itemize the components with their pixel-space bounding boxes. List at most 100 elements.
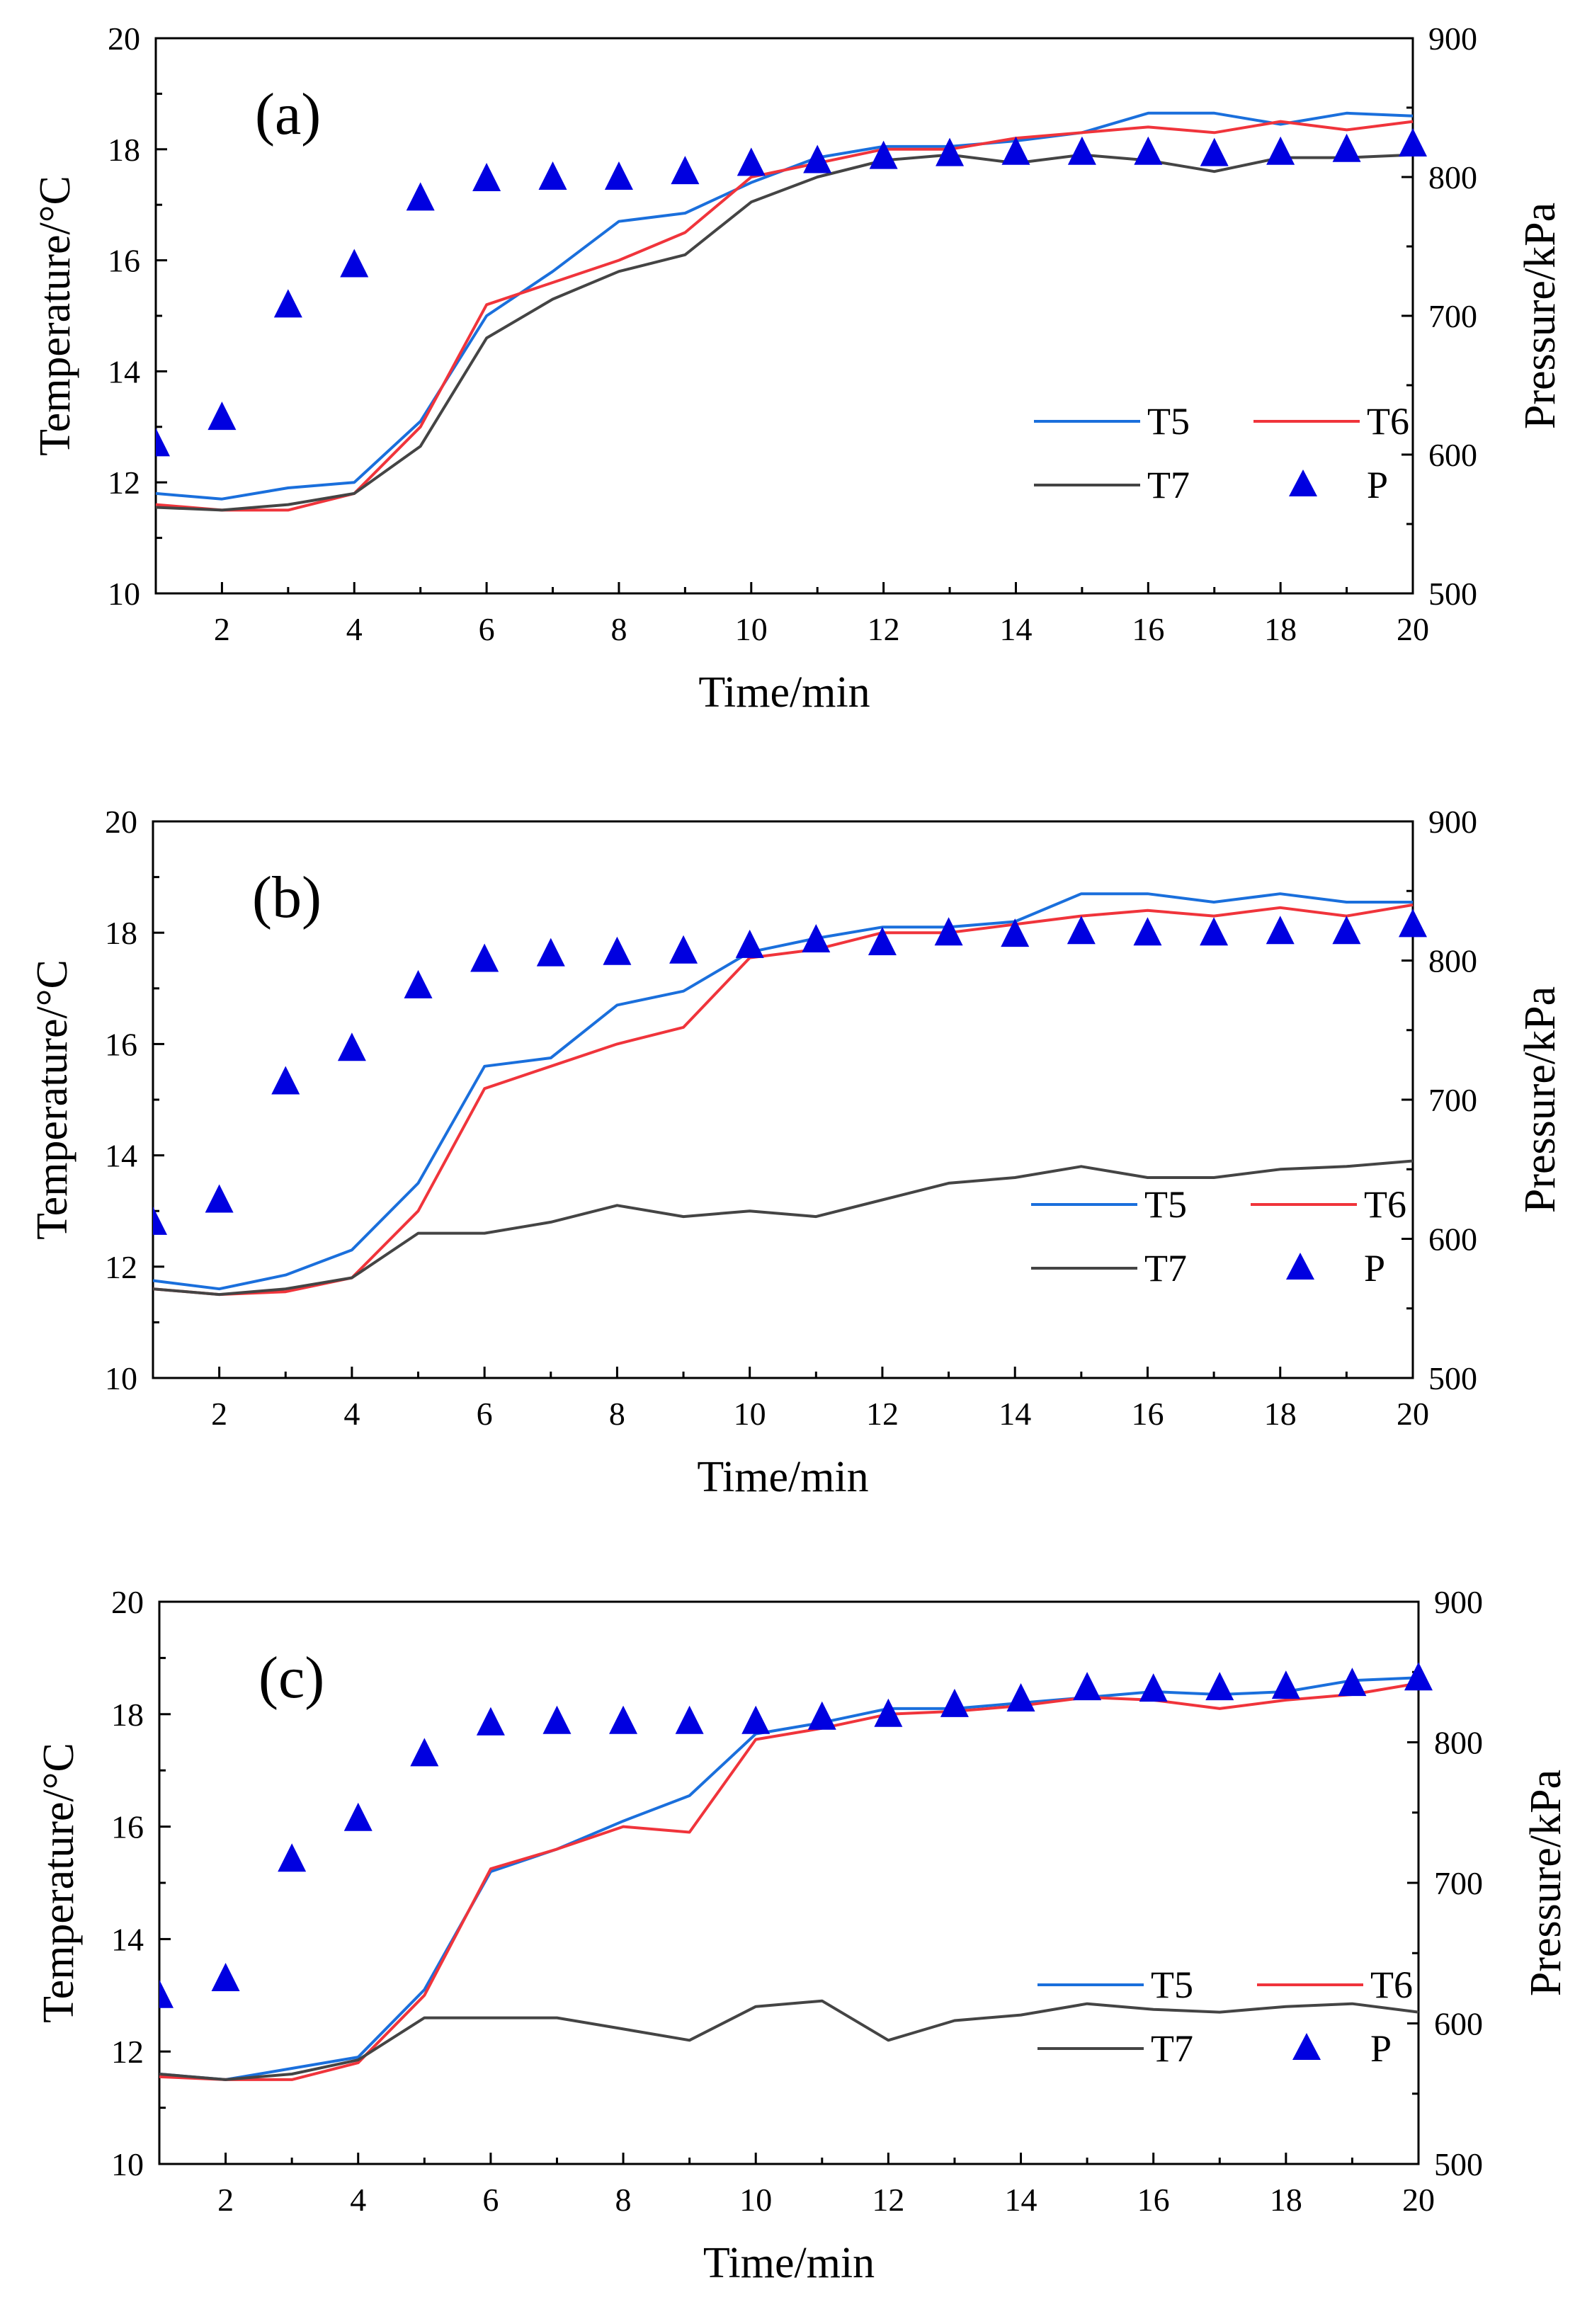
series-line-t6: [159, 1682, 1419, 2081]
pressure-marker: [1205, 1672, 1234, 1701]
y-tick-label: 20: [108, 21, 140, 57]
y-tick-label: 20: [105, 804, 137, 840]
pressure-marker: [1073, 1672, 1102, 1701]
pressure-marker: [874, 1698, 903, 1727]
x-tick-label: 10: [739, 2182, 772, 2218]
panel-label: (a): [255, 81, 321, 147]
x-tick-label: 6: [482, 2182, 499, 2218]
pressure-marker: [936, 137, 965, 166]
legend-label: T5: [1147, 400, 1190, 443]
pressure-marker: [278, 1843, 307, 1872]
y-tick-label: 14: [105, 1138, 137, 1174]
pressure-marker: [1139, 1673, 1168, 1702]
x-tick-label: 20: [1397, 1396, 1429, 1432]
y-axis-title: Temperature/°C: [35, 1743, 83, 2023]
x-tick-label: 12: [872, 2182, 904, 2218]
legend-item-t5: T5: [1037, 1964, 1193, 2006]
plot-frame: [154, 37, 1414, 595]
plot-area: [156, 111, 1427, 512]
y-tick-label: 14: [108, 353, 140, 389]
legend: T5 T6 T7 P: [1034, 400, 1409, 506]
pressure-marker: [343, 1802, 373, 1831]
y2-tick-label: 700: [1428, 1082, 1477, 1118]
legend-item-t6: T6: [1251, 1183, 1406, 1226]
pressure-marker: [470, 943, 499, 972]
x-tick-label: 18: [1270, 2182, 1302, 2218]
y2-tick-label: 900: [1428, 804, 1477, 840]
pressure-marker: [340, 249, 369, 278]
y2-tick-label: 700: [1434, 1865, 1483, 1901]
pressure-marker: [803, 144, 832, 173]
pressure-marker: [675, 1705, 704, 1734]
x-tick-label: 14: [999, 611, 1032, 647]
pressure-marker: [273, 289, 302, 318]
y-tick-label: 10: [111, 2146, 144, 2182]
x-tick-label: 12: [868, 611, 900, 647]
pressure-marker: [207, 401, 237, 431]
pressure-marker: [1067, 136, 1096, 165]
x-tick-label: 10: [734, 1396, 766, 1432]
x-tick-label: 2: [217, 2182, 234, 2218]
pressure-marker: [868, 926, 897, 955]
legend-label: P: [1370, 2027, 1392, 2070]
panel-label: (b): [252, 865, 322, 930]
panel-label: (c): [258, 1645, 324, 1711]
legend-label: T6: [1367, 400, 1409, 443]
series-line-t7: [153, 1159, 1414, 1297]
series-markers-p: [153, 908, 1427, 1235]
pressure-marker: [410, 1738, 439, 1767]
legend-label: P: [1367, 464, 1388, 506]
y-tick-label: 20: [111, 1584, 144, 1620]
x-tick-label: 10: [735, 611, 768, 647]
legend-marker: [1292, 2033, 1321, 2060]
pressure-marker: [669, 935, 698, 964]
series-markers-p: [159, 1662, 1433, 2008]
x-tick-label: 18: [1264, 1396, 1297, 1432]
legend-label: T7: [1147, 464, 1190, 506]
pressure-marker: [205, 1184, 234, 1213]
y2-tick-label: 600: [1428, 1221, 1477, 1258]
pressure-marker: [737, 147, 766, 176]
plot-frame: [158, 1600, 1420, 2165]
pressure-marker: [538, 161, 567, 190]
x-tick-label: 4: [343, 1396, 360, 1432]
pressure-marker: [671, 156, 700, 185]
y2-axis-title: Pressure/kPa: [1516, 986, 1564, 1213]
pressure-marker: [542, 1705, 572, 1734]
x-tick-label: 20: [1402, 2182, 1435, 2218]
x-axis-title: Time/min: [697, 1453, 868, 1501]
pressure-marker: [1271, 1670, 1300, 1699]
y-tick-label: 16: [108, 243, 140, 279]
legend-item-t6: T6: [1253, 400, 1409, 443]
legend-item-t7: T7: [1034, 464, 1190, 506]
x-tick-label: 18: [1264, 611, 1297, 647]
legend-item-t7: T7: [1037, 2027, 1193, 2070]
pressure-marker: [807, 1701, 836, 1730]
pressure-marker: [1067, 916, 1096, 945]
y2-tick-label: 800: [1428, 159, 1477, 195]
pressure-marker: [271, 1066, 300, 1095]
legend-label: T5: [1151, 1964, 1193, 2006]
y-tick-label: 12: [108, 465, 140, 501]
y2-tick-label: 800: [1428, 943, 1477, 979]
x-tick-label: 4: [350, 2182, 366, 2218]
y2-tick-label: 900: [1428, 21, 1477, 57]
legend: T5 T6 T7 P: [1037, 1964, 1413, 2070]
legend: T5 T6 T7 P: [1031, 1183, 1406, 1289]
legend-marker: [1286, 1253, 1314, 1280]
x-tick-label: 12: [866, 1396, 899, 1432]
y-axis-title: Temperature/°C: [28, 959, 76, 1240]
x-tick-label: 14: [1005, 2182, 1037, 2218]
y-tick-label: 10: [105, 1360, 137, 1396]
plot-area: [153, 892, 1427, 1297]
pressure-marker: [1332, 133, 1361, 162]
x-tick-label: 20: [1397, 611, 1429, 647]
pressure-marker: [1200, 917, 1229, 946]
legend-item-t5: T5: [1034, 400, 1190, 443]
x-tick-label: 6: [477, 1396, 493, 1432]
x-tick-label: 2: [211, 1396, 227, 1432]
x-tick-label: 14: [999, 1396, 1031, 1432]
legend-label: P: [1364, 1247, 1385, 1289]
legend-label: T5: [1144, 1183, 1187, 1226]
